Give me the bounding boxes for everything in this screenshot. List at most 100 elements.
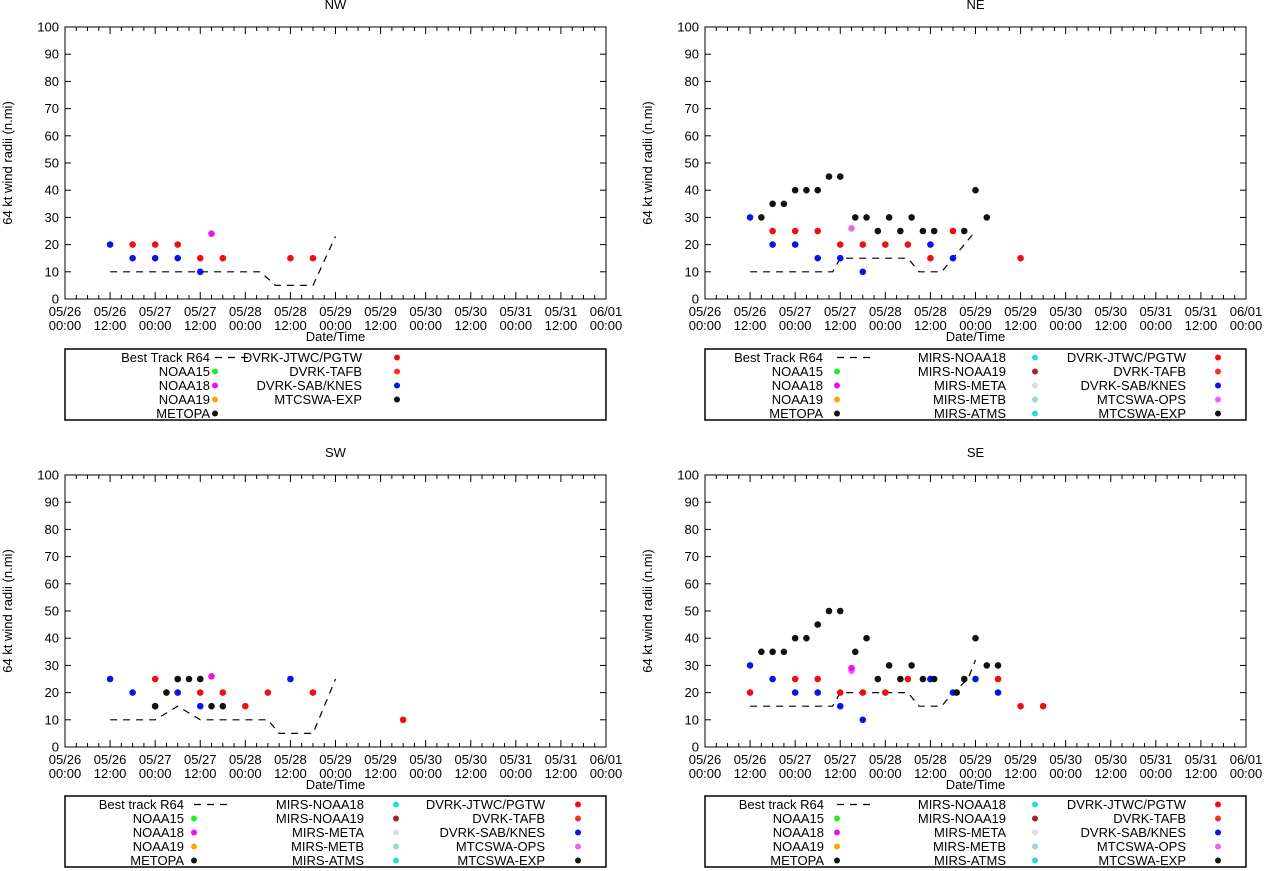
point-dvrk-sab-knes — [129, 254, 136, 262]
x-tick-label-date: 05/30 — [1049, 304, 1082, 319]
x-tick-label-time: 12:00 — [184, 318, 217, 333]
x-tick-label-time: 00:00 — [139, 318, 172, 333]
x-tick-label-date: 05/26 — [49, 752, 82, 767]
point-dvrk-sab-knes — [151, 254, 159, 262]
point-dvrk-sab-knes — [972, 675, 979, 683]
point-mtcswa-exp — [953, 689, 961, 696]
legend-marker-metopa — [834, 857, 840, 864]
legend-label-noaa15: NOAA15 — [773, 811, 824, 826]
point-mtcswa-exp — [874, 675, 882, 683]
x-tick-label-date: 05/31 — [500, 304, 533, 319]
point-mtcswa-exp — [960, 227, 968, 235]
x-tick-label-date: 05/31 — [1140, 304, 1173, 319]
y-tick-label: 0 — [52, 740, 59, 755]
x-tick-label-time: 00:00 — [869, 766, 902, 781]
x-tick-label-date: 05/27 — [779, 304, 812, 319]
x-tick-label-date: 06/01 — [590, 752, 623, 767]
legend-marker-dvrk-tafb — [1215, 368, 1221, 375]
y-tick-label: 30 — [45, 210, 59, 225]
x-tick-label-time: 00:00 — [319, 766, 352, 781]
point-mtcswa-exp — [897, 675, 904, 683]
legend-label-best-track-r64: Best track R64 — [739, 797, 824, 812]
x-tick-label-time: 00:00 — [49, 318, 82, 333]
point-dvrk-jtwc-pgtw — [151, 241, 159, 248]
legend-label-mirs-metb: MIRS-METB — [291, 839, 364, 854]
legend-label-mirs-noaa19: MIRS-NOAA19 — [276, 811, 364, 826]
x-tick-label-time: 12:00 — [184, 766, 217, 781]
point-mtcswa-exp — [983, 662, 991, 669]
y-tick-label: 80 — [45, 74, 59, 89]
x-tick-label-time: 00:00 — [689, 766, 722, 781]
legend-marker-mirs-noaa19 — [393, 815, 399, 822]
x-tick-label-time: 00:00 — [689, 318, 722, 333]
point-dvrk-sab-knes — [287, 675, 294, 683]
y-tick-label: 50 — [45, 604, 59, 619]
legend-label-mirs-metb: MIRS-METB — [933, 839, 1006, 854]
point-dvrk-jtwc-pgtw — [219, 254, 227, 262]
x-tick-label-date: 05/29 — [1004, 304, 1037, 319]
chart-panel-sw: SW010203040506070809010005/2600:0005/261… — [0, 445, 622, 868]
legend-marker-mirs-atms — [393, 857, 399, 864]
y-tick-label: 30 — [685, 210, 699, 225]
x-tick-label-date: 05/30 — [454, 304, 487, 319]
legend-marker-mtcswa-ops — [1215, 843, 1221, 850]
x-tick-label-time: 00:00 — [500, 318, 533, 333]
x-tick-label-time: 00:00 — [1230, 318, 1263, 333]
x-axis-label: Date/Time — [946, 329, 1005, 344]
legend-label-mtcswa-exp: MTCSWA-EXP — [274, 392, 362, 407]
x-tick-label-date: 06/01 — [1230, 304, 1263, 319]
legend-marker-noaa15 — [212, 368, 218, 375]
y-tick-label: 20 — [685, 237, 699, 252]
x-tick-label-time: 00:00 — [1140, 766, 1173, 781]
point-dvrk-sab-knes — [196, 702, 204, 710]
x-tick-label-date: 05/29 — [364, 304, 397, 319]
legend-marker-mirs-atms — [1032, 410, 1038, 417]
point-mtcswa-exp — [851, 214, 859, 221]
legend-marker-noaa19 — [191, 843, 197, 850]
legend-marker-mirs-noaa19 — [1032, 368, 1038, 375]
y-tick-label: 70 — [45, 101, 59, 116]
y-tick-label: 10 — [45, 712, 59, 727]
legend-marker-mtcswa-exp — [1215, 410, 1221, 417]
legend-marker-dvrk-sab-knes — [575, 829, 581, 836]
legend-marker-mtcswa-exp — [394, 396, 400, 403]
point-dvrk-sab-knes — [769, 241, 776, 248]
y-tick-label: 0 — [692, 292, 699, 307]
point-dvrk-sab-knes — [949, 254, 957, 262]
legend-label-mirs-noaa19: MIRS-NOAA19 — [918, 811, 1006, 826]
legend-label-noaa19: NOAA19 — [772, 392, 823, 407]
legend-marker-dvrk-sab-knes — [1215, 382, 1221, 389]
x-tick-label-date: 05/30 — [454, 752, 487, 767]
x-tick-label-date: 05/30 — [1094, 304, 1127, 319]
legend-label-mirs-meta: MIRS-META — [934, 378, 1006, 393]
x-tick-label-date: 05/28 — [229, 304, 262, 319]
legend-frame — [704, 348, 1247, 421]
legend-marker-mirs-noaa18 — [393, 801, 399, 808]
point-mtcswa-exp — [930, 675, 938, 683]
x-tick-label-date: 05/26 — [94, 304, 127, 319]
point-dvrk-sab-knes — [836, 702, 844, 710]
y-tick-label: 0 — [52, 292, 59, 307]
legend-marker-noaa19 — [834, 843, 840, 850]
legend-marker-metopa — [834, 410, 840, 417]
point-mtcswa-exp — [185, 675, 193, 683]
y-tick-label: 30 — [685, 658, 699, 673]
legend-label-noaa18: NOAA18 — [133, 825, 184, 840]
point-mtcswa-exp — [885, 214, 893, 221]
point-mtcswa-exp — [851, 648, 859, 656]
x-tick-label-time: 12:00 — [1185, 766, 1218, 781]
x-tick-label-date: 05/31 — [545, 752, 578, 767]
point-dvrk-jtwc-pgtw — [927, 254, 934, 262]
y-tick-label: 40 — [45, 183, 59, 198]
legend-marker-mirs-meta — [1032, 829, 1038, 836]
x-axis-label: Date/Time — [946, 777, 1005, 792]
point-dvrk-jtwc-pgtw — [836, 689, 844, 696]
y-tick-label: 60 — [45, 576, 59, 591]
x-tick-label-time: 00:00 — [500, 766, 533, 781]
x-tick-label-time: 00:00 — [590, 318, 623, 333]
x-tick-label-date: 05/31 — [1140, 752, 1173, 767]
x-tick-label-date: 05/29 — [319, 752, 352, 767]
point-dvrk-sab-knes — [791, 241, 799, 248]
x-tick-label-time: 00:00 — [1230, 766, 1263, 781]
